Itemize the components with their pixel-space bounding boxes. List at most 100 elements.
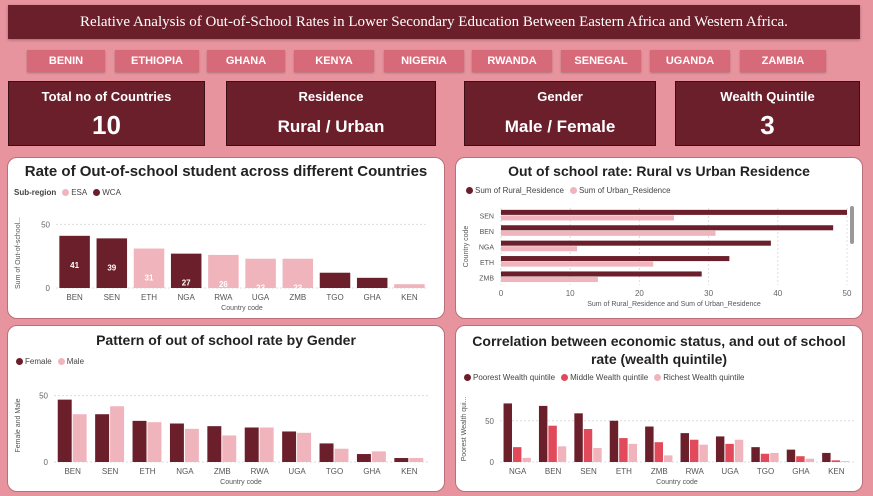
bar (593, 447, 602, 462)
legend-urban-label: Sum of Urban_Residence (578, 186, 671, 195)
card-value: Male / Female (504, 117, 616, 136)
y-tick-label: NGA (479, 245, 495, 252)
bar (503, 403, 512, 462)
x-tick-label: 40 (773, 289, 782, 298)
slicer-uganda[interactable]: UGANDA (650, 50, 730, 72)
y-tick-label: ETH (480, 260, 494, 267)
bar (394, 284, 425, 288)
bar (725, 443, 734, 462)
legend-female-marker (16, 358, 23, 365)
card-label: Gender (537, 89, 583, 104)
y-tick-label: 0 (46, 284, 51, 293)
x-tick-label: ETH (140, 467, 156, 476)
data-label: 26 (219, 280, 228, 289)
bar (734, 439, 744, 462)
x-tick-label: SEN (580, 467, 597, 476)
x-tick-label: ZMB (214, 467, 231, 476)
bar (501, 230, 716, 236)
bar (501, 271, 702, 277)
y-tick-label: SEN (480, 214, 494, 221)
bar (57, 399, 72, 462)
x-tick-label: KEN (828, 467, 845, 476)
x-tick-label: KEN (401, 293, 418, 302)
legend-middle-marker (561, 374, 569, 381)
card-label: Total no of Countries (41, 89, 172, 104)
wealth-chart: 0 50 NGA BEN SEN ETH ZMB RWA UGA TGO GHA KEN Country… (461, 397, 854, 486)
bar (512, 447, 522, 462)
slicer-kenya[interactable]: KENYA (294, 50, 374, 72)
bar (110, 406, 125, 462)
slicer-zambia[interactable]: ZAMBIA (740, 50, 826, 72)
y-tick-label: BEN (480, 229, 494, 236)
bar (557, 446, 567, 462)
legend-poorest-label: Poorest Wealth quintile (473, 373, 556, 382)
card-wealth-quintile: Wealth Quintile 3 (675, 81, 860, 146)
slicer-ethiopia[interactable]: ETHIOPIA (115, 50, 199, 72)
y-tick-label: 0 (490, 458, 495, 467)
x-tick-label: UGA (721, 467, 739, 476)
bar (822, 452, 831, 462)
x-axis-label: Country code (656, 479, 698, 486)
bar (297, 432, 312, 462)
legend-rural-label: Sum of Rural_Residence (475, 186, 564, 195)
country-slicer: BENIN ETHIOPIA GHANA KENYA NIGERIA RWAND… (0, 50, 873, 72)
card-value: 10 (92, 110, 121, 140)
x-tick-label: RWA (214, 293, 233, 302)
y-axis-label: Poorest Wealth qui... (461, 397, 468, 462)
bar (831, 460, 841, 462)
bar (609, 420, 619, 462)
bar (409, 458, 424, 462)
slicer-benin[interactable]: BENIN (27, 50, 105, 72)
data-label: 41 (70, 261, 79, 270)
panel-residence: Out of school rate: Rural vs Urban Resid… (455, 157, 863, 319)
bar (619, 438, 628, 462)
bar (319, 272, 351, 288)
x-tick-label: BEN (66, 293, 83, 302)
panel-country-rates: Rate of Out-of-school student across dif… (7, 157, 445, 319)
data-label: 27 (182, 279, 191, 288)
legend-wca-label: WCA (102, 188, 121, 197)
x-tick-label: GHA (364, 293, 382, 302)
y-tick-label: 50 (485, 417, 494, 426)
bar (522, 457, 531, 462)
chart-title: Out of school rate: Rural vs Urban Resid… (508, 163, 810, 179)
bar (72, 414, 87, 462)
legend-poorest-marker (464, 374, 471, 381)
x-tick-label: ZMB (289, 293, 306, 302)
x-tick-label: ZMB (651, 467, 668, 476)
bar (356, 454, 371, 462)
x-tick-label: NGA (178, 293, 196, 302)
slicer-ghana[interactable]: GHANA (207, 50, 285, 72)
slicer-senegal[interactable]: SENEGAL (561, 50, 641, 72)
chart-scrollbar[interactable] (850, 206, 854, 244)
bar (664, 455, 673, 462)
bar (645, 426, 654, 462)
chart-legend: Sub-region ESA WCA (14, 188, 121, 197)
bar (169, 423, 184, 462)
chart-legend: Poorest Wealth quintile Middle Wealth qu… (458, 373, 744, 382)
card-residence: Residence Rural / Urban (226, 81, 436, 146)
bar (245, 258, 276, 288)
slicer-nigeria[interactable]: NIGERIA (384, 50, 464, 72)
x-tick-label: RWA (686, 467, 705, 476)
x-tick-label: BEN (64, 467, 81, 476)
card-gender: Gender Male / Female (464, 81, 656, 146)
x-tick-label: RWA (251, 467, 270, 476)
data-label: 39 (107, 263, 116, 272)
x-axis-label: Country code (220, 479, 262, 486)
x-tick-label: GHA (792, 467, 810, 476)
chart-title: Correlation between economic status, and… (472, 333, 846, 367)
bar (796, 456, 805, 462)
x-tick-label: BEN (545, 467, 562, 476)
y-tick-label: 50 (41, 220, 50, 229)
bar (184, 428, 199, 462)
bar (371, 451, 386, 462)
legend-esa-marker (62, 189, 70, 196)
bar (96, 238, 128, 288)
x-tick-label: ETH (616, 467, 632, 476)
bar (394, 458, 409, 462)
y-axis-label: Country code (463, 226, 470, 268)
x-tick-label: KEN (401, 467, 418, 476)
legend-esa-label: ESA (71, 188, 88, 197)
slicer-rwanda[interactable]: RWANDA (472, 50, 552, 72)
